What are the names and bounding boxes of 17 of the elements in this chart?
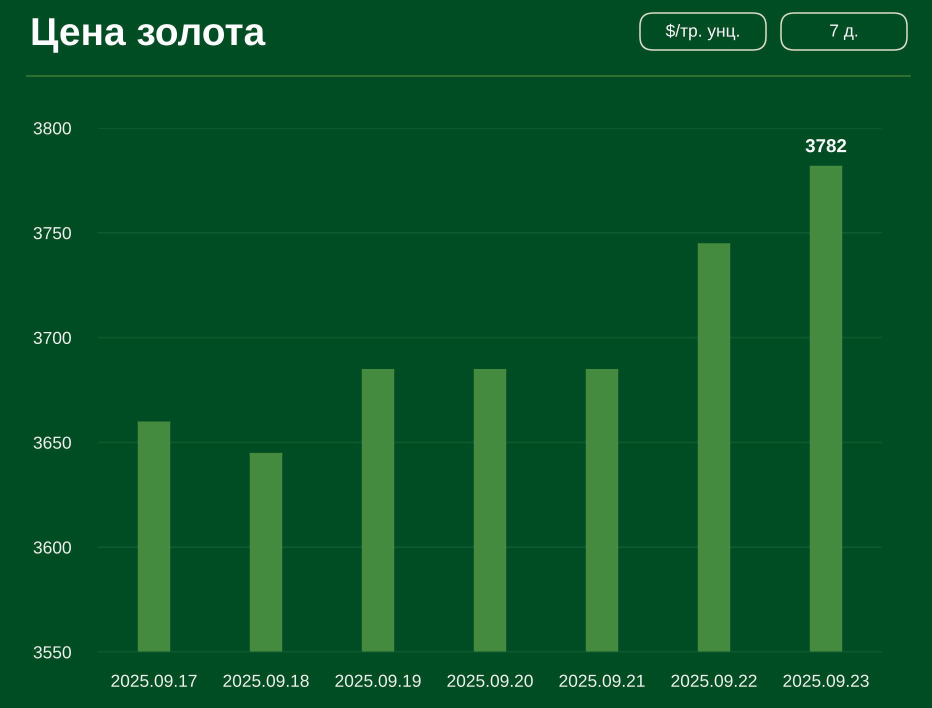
x-tick-label: 2025.09.21 (559, 674, 645, 687)
x-tick-label: 2025.09.18 (223, 674, 309, 687)
y-tick-label: 3700 (34, 332, 71, 344)
x-tick-label: 2025.09.17 (111, 674, 197, 687)
x-tick-label: 2025.09.23 (783, 674, 869, 687)
data-label: 3782 (806, 139, 846, 152)
y-tick-label: 3800 (34, 122, 71, 134)
chart-title: Цена золота (32, 18, 266, 53)
x-tick-label: 2025.09.19 (335, 674, 421, 687)
text: 7 д. (830, 24, 858, 40)
x-tick-label: 2025.09.20 (447, 674, 533, 687)
y-tick-label: 3550 (34, 646, 71, 658)
y-tick-label: 3600 (34, 541, 71, 554)
y-tick-label: 3650 (34, 436, 71, 449)
x-tick-label: 2025.09.22 (671, 674, 757, 687)
y-tick-label: 3750 (34, 226, 71, 240)
text: $/тр. унц. (666, 24, 739, 40)
